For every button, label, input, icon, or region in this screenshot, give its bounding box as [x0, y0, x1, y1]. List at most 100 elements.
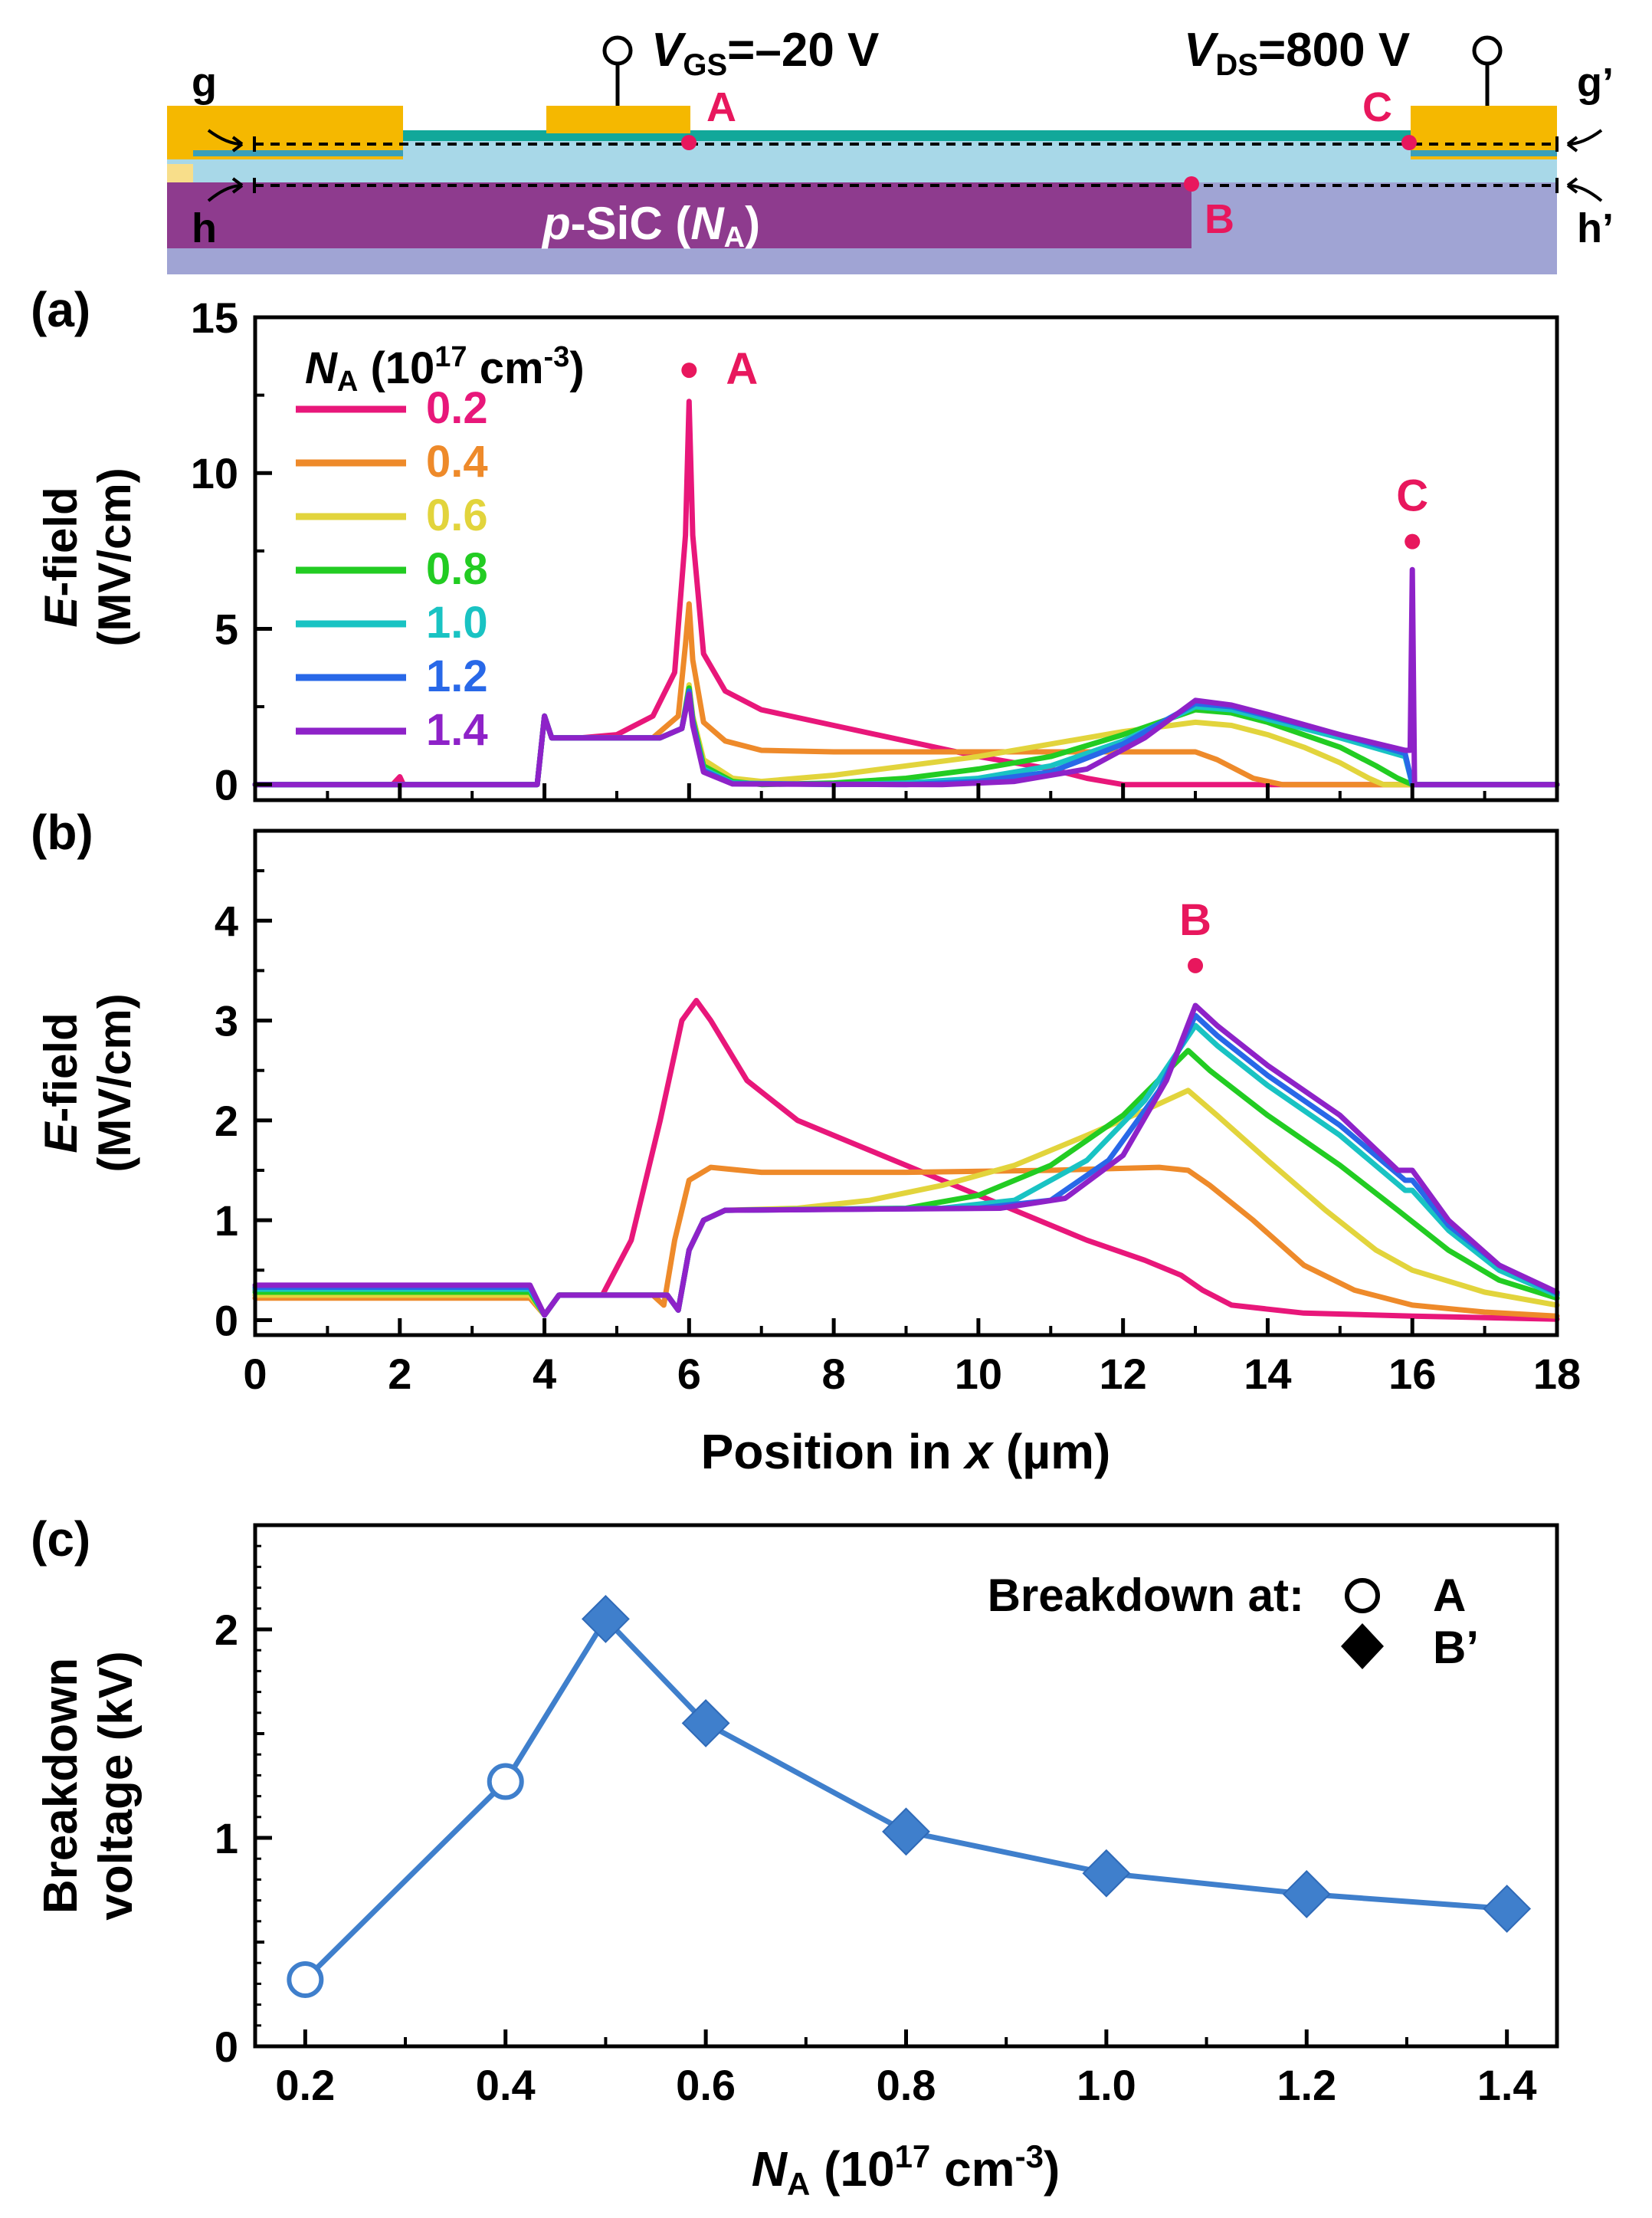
annotation-label-A: A: [726, 344, 758, 394]
legend-label-0.6: 0.6: [426, 491, 488, 540]
arrow-h-icon: [207, 177, 256, 202]
annotation-label-C: C: [1396, 471, 1428, 521]
panel-c-legend-a: A: [1433, 1570, 1466, 1621]
x-tick-label: 0.8: [877, 2061, 936, 2109]
legend-diamond-icon: [1341, 1623, 1384, 1669]
channel-layer: [167, 130, 1557, 141]
panel-c-legend-b: B’: [1433, 1622, 1479, 1673]
legend-label-1.0: 1.0: [426, 598, 488, 648]
panel-b-ylabel-unit: (MV/cm): [89, 993, 140, 1172]
drain-terminal-icon: [1472, 35, 1503, 66]
data-point-diamond: [1082, 1849, 1131, 1898]
panel-c-ylabel-line2: voltage (kV): [90, 1651, 143, 1920]
device-schematic: g h g’ h’ VGS=–20 V VDS=800 V A C B p-Si…: [167, 24, 1614, 274]
panel-a-ticks: 0 5 10 15: [191, 294, 1559, 809]
arrow-g-icon: [207, 129, 256, 153]
legend: NA (1017 cm-3) 0.20.40.60.81.01.21.4: [296, 341, 585, 755]
point-b-marker: [1184, 176, 1199, 192]
point-c-marker: [1401, 135, 1417, 150]
panel-b-xlabel: Position in x (µm): [701, 1424, 1111, 1479]
series-line-0.6: [252, 1088, 1560, 1318]
point-b-label: B: [1205, 196, 1234, 242]
panel-a-ylabel-unit: (MV/cm): [89, 468, 140, 646]
data-point-diamond: [582, 1594, 630, 1643]
x-tick-label: 1.0: [1077, 2061, 1136, 2109]
breakdown-line: [303, 1616, 1507, 1982]
panel-b-frame: [253, 828, 1559, 1337]
series-line-0.2: [252, 998, 1560, 1322]
x-tick-label: 0.2: [275, 2061, 335, 2109]
panel-c: 0 1 2 0.2 0.4 0.6 0.8 1.0 1.2 1.4 Breakdown volta…: [34, 1523, 1559, 2202]
point-c-label: C: [1362, 84, 1392, 130]
legend-label-0.2: 0.2: [426, 383, 488, 433]
label-h: h: [192, 205, 217, 251]
annotation-marker-A: [681, 363, 697, 379]
data-point-circle: [287, 1960, 324, 1998]
p-sic-label: p-SiC (NA): [541, 198, 760, 254]
y-tick-label: 5: [215, 605, 238, 653]
annotation-marker-C: [1405, 533, 1421, 550]
panel-a-annotations: AC: [681, 344, 1428, 550]
panel-b-annotations: B: [1179, 895, 1211, 973]
legend-label-0.8: 0.8: [426, 544, 488, 594]
drain-electrode-underlay: [1411, 150, 1557, 156]
panel-a-tag: (a): [31, 282, 90, 337]
series-line-1.4: [252, 1002, 1560, 1318]
data-point-diamond: [882, 1807, 930, 1856]
panel-a-curves: [252, 399, 1560, 788]
x-tick-label: 10: [955, 1350, 1002, 1398]
y-tick-label: 3: [215, 997, 238, 1045]
x-tick-label: 8: [822, 1350, 846, 1398]
point-a-marker: [681, 135, 697, 150]
y-tick-label: 15: [191, 294, 238, 342]
label-hp: h’: [1577, 205, 1614, 251]
legend-label-1.2: 1.2: [426, 651, 488, 701]
x-tick-label: 4: [533, 1350, 556, 1398]
y-tick-label: 1: [215, 1196, 238, 1245]
data-point-diamond: [1282, 1870, 1331, 1918]
panel-b-ylabel: E-field: [35, 1012, 87, 1153]
arrow-hp-icon: [1555, 177, 1603, 202]
x-tick-label: 16: [1388, 1350, 1436, 1398]
legend-title: NA (1017 cm-3): [305, 341, 585, 398]
panel-c-xlabel: NA (1017 cm-3): [752, 2138, 1060, 2202]
label-g: g: [192, 60, 217, 106]
x-tick-label: 1.2: [1277, 2061, 1336, 2109]
x-tick-label: 14: [1244, 1350, 1291, 1398]
vds-label: VDS=800 V: [1184, 24, 1410, 82]
panel-c-tag: (c): [31, 1511, 90, 1567]
legend-label-1.4: 1.4: [426, 705, 488, 755]
y-tick-label: 2: [215, 1606, 238, 1654]
source-contact-lower: [167, 164, 193, 182]
point-a-label: A: [706, 84, 736, 130]
x-tick-label: 0: [243, 1350, 267, 1398]
y-tick-label: 2: [215, 1097, 238, 1145]
gate-terminal-icon: [602, 35, 633, 66]
annotation-label-B: B: [1179, 895, 1211, 945]
x-tick-label: 1.4: [1477, 2061, 1537, 2109]
vgs-label: VGS=–20 V: [651, 24, 879, 82]
panel-b-tag: (b): [31, 805, 93, 860]
panel-c-ticks: 0 1 2 0.2 0.4 0.6 0.8 1.0 1.2 1.4: [215, 1524, 1537, 2109]
panel-a-ylabel: E-field: [35, 487, 87, 627]
x-tick-label: 0.4: [476, 2061, 536, 2109]
x-tick-label: 0.6: [676, 2061, 736, 2109]
y-tick-label: 1: [215, 1814, 238, 1862]
data-point-diamond: [1483, 1885, 1532, 1933]
y-tick-label: 0: [215, 2023, 238, 2071]
legend-open-circle-icon: [1345, 1578, 1380, 1613]
gate-electrode: [546, 106, 690, 133]
data-point-circle: [487, 1763, 524, 1800]
legend-items: 0.20.40.60.81.01.21.4: [296, 383, 488, 755]
y-tick-label: 0: [215, 761, 238, 809]
series-line-1.4: [252, 566, 1560, 788]
panel-c-ylabel: Breakdown: [34, 1658, 87, 1914]
legend-label-0.4: 0.4: [426, 437, 488, 487]
y-tick-label: 10: [191, 449, 238, 497]
panel-c-series: [287, 1594, 1532, 1998]
panel-c-legend-title: Breakdown at:: [988, 1570, 1304, 1621]
source-electrode-underlay: [193, 150, 403, 156]
